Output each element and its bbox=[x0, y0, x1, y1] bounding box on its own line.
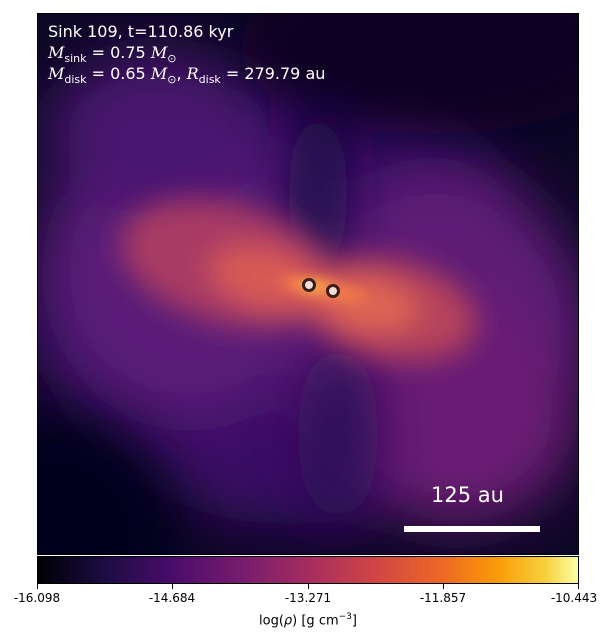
colorbar-tick-label: -10.443 bbox=[550, 591, 598, 605]
density-map bbox=[38, 14, 578, 554]
colorbar-tick bbox=[578, 584, 579, 589]
density-map-panel: Sink 109, t=110.86 kyr Msink = 0.75 M⊙ M… bbox=[37, 13, 579, 555]
colorbar-tick bbox=[37, 584, 38, 589]
colorbar-tick-label: -16.098 bbox=[13, 591, 61, 605]
colorbar-tick-label: -13.271 bbox=[284, 591, 332, 605]
sink-marker-primary bbox=[302, 278, 316, 292]
scale-bar-label: 125 au bbox=[431, 483, 504, 507]
colorbar-tick bbox=[443, 584, 444, 589]
colorbar-label: log(ρ) [g cm−3] bbox=[259, 612, 357, 629]
disk-mass-radius-label: Mdisk = 0.65 M⊙, Rdisk = 279.79 au bbox=[48, 64, 326, 87]
colorbar-tick bbox=[172, 584, 173, 589]
sink-mass-label: Msink = 0.75 M⊙ bbox=[48, 43, 177, 66]
colorbar-tick-label: -11.857 bbox=[419, 591, 467, 605]
sink-marker-secondary bbox=[326, 284, 340, 298]
colorbar-tick-label: -14.684 bbox=[148, 591, 196, 605]
colorbar bbox=[37, 556, 579, 584]
colorbar-tick bbox=[308, 584, 309, 589]
sink-title: Sink 109, t=110.86 kyr bbox=[48, 22, 234, 41]
scale-bar bbox=[404, 526, 540, 532]
